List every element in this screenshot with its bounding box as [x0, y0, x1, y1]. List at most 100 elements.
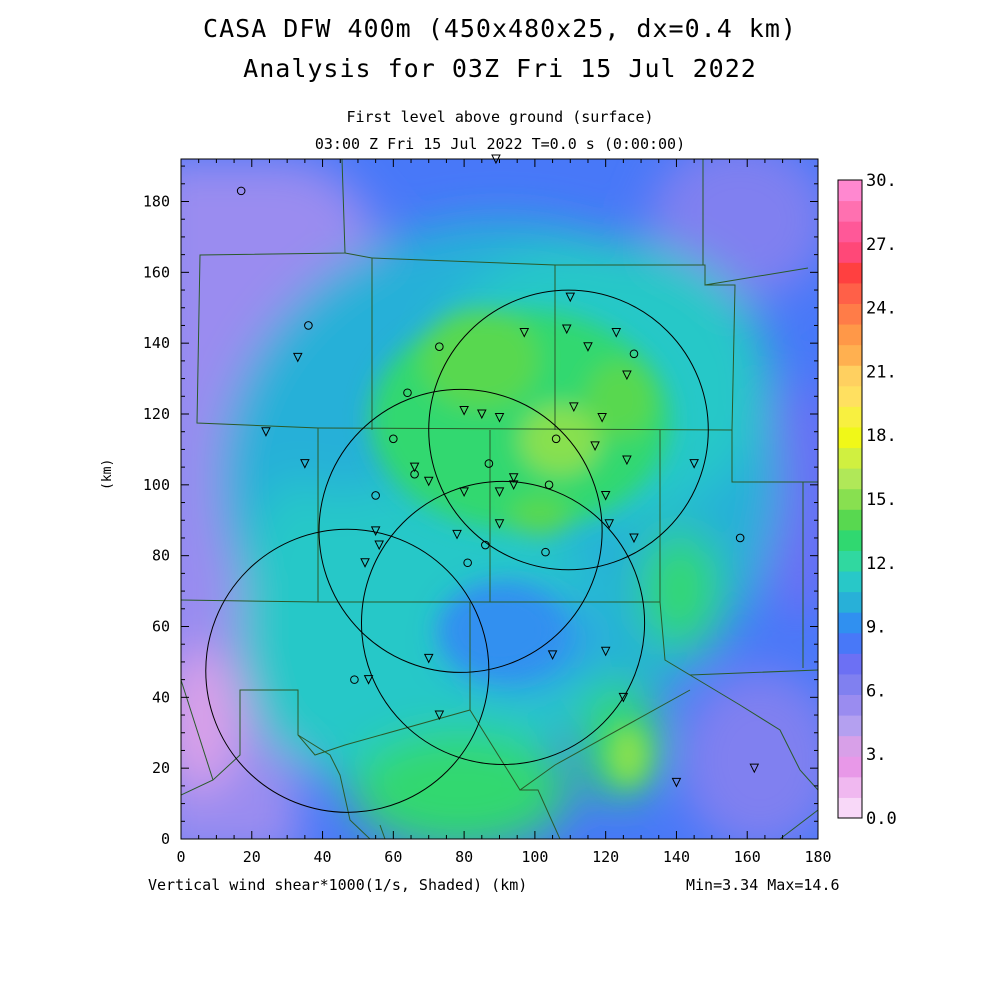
x-tick-label: 120 [592, 848, 619, 866]
station-triangle-icon [409, 462, 420, 473]
colorbar-label: 27. [866, 235, 897, 255]
radar-range-rings [205, 289, 709, 813]
colorbar-swatch [838, 591, 862, 613]
station-triangle-icon [476, 409, 487, 420]
x-tick-label: 140 [663, 848, 690, 866]
colorbar-swatch [838, 447, 862, 469]
x-tick-label: 180 [804, 848, 831, 866]
station-triangle-icon [508, 480, 519, 490]
colorbar-swatch [838, 282, 862, 304]
station-circle-icon [463, 558, 472, 568]
station-triangle-icon [423, 476, 434, 487]
station-triangle-icon [494, 487, 505, 498]
colorbar-swatch [838, 344, 862, 366]
station-circle-icon [484, 459, 494, 468]
station-triangle-icon [561, 324, 572, 335]
colorbar-label: 15. [866, 490, 897, 510]
colorbar-label: 21. [866, 362, 897, 382]
station-triangle-icon [622, 455, 632, 466]
station-triangle-icon [622, 370, 632, 381]
county-boundaries [181, 159, 818, 839]
station-circle-icon [350, 675, 359, 684]
station-triangle-icon [360, 558, 370, 568]
colorbar-swatch [838, 262, 862, 284]
colorbar-label: 18. [866, 426, 897, 446]
chart-title: CASA DFW 400m (450x480x25, dx=0.4 km) [203, 14, 797, 43]
radar-ring-4 [205, 528, 490, 813]
y-tick-label: 40 [152, 688, 170, 706]
station-triangle-icon [494, 519, 505, 529]
colorbar-swatch [838, 776, 862, 798]
radar-ring-3 [360, 480, 646, 766]
colorbar-swatch [838, 571, 862, 593]
station-triangle-icon [618, 692, 629, 703]
colorbar-swatch [838, 406, 862, 428]
station-triangle-icon [459, 405, 469, 416]
x-tick-label: 80 [455, 848, 473, 866]
x-tick-label: 40 [314, 848, 332, 866]
station-triangle-icon [569, 402, 579, 413]
y-tick-label: 100 [143, 476, 170, 494]
y-tick-label: 140 [143, 334, 170, 352]
station-triangle-icon [494, 413, 505, 423]
y-tick-label: 120 [143, 405, 170, 423]
station-triangle-icon [459, 487, 469, 498]
station-circle-icon [544, 480, 554, 490]
colorbar-swatch [838, 653, 862, 675]
station-circle-icon [629, 349, 639, 359]
colorbar-swatch [838, 509, 862, 531]
colorbar-label: 12. [866, 554, 897, 574]
y-tick-label: 180 [143, 193, 170, 211]
colorbar-swatch [838, 694, 862, 716]
x-tick-label: 20 [243, 848, 261, 866]
station-circle-icon [236, 186, 246, 196]
axes: 0 20 40 60 80 100 120 140 160 180 0 20 40 60 80 100 120 1… [143, 159, 832, 866]
colorbar-label: 6. [866, 681, 886, 701]
shear-field [181, 159, 818, 839]
colorbar-swatch [838, 797, 862, 819]
colorbar-swatch [838, 385, 862, 407]
colorbar-label: 30. [866, 171, 897, 191]
station-triangle-icon [671, 777, 682, 788]
station-circle-icon [435, 342, 444, 352]
station-triangle-icon [689, 459, 699, 469]
colorbar-swatch [838, 612, 862, 634]
colorbar: 0.0 3. 6. 9. 12. 15. 18. 21. 24. 27. 30. [837, 171, 897, 829]
station-circle-icon [551, 434, 561, 444]
colorbar-swatch [838, 488, 862, 510]
colorbar-label: 0.0 [866, 809, 897, 829]
field-label: Vertical wind shear*1000(1/s, Shaded) (k… [148, 876, 528, 894]
station-triangle-icon [452, 529, 462, 540]
station-circle-icon [304, 321, 313, 330]
chart-title-line2: Analysis for 03Z Fri 15 Jul 2022 [243, 54, 757, 83]
station-triangle-icon [363, 675, 374, 685]
station-triangle-icon [292, 352, 303, 363]
station-triangle-icon [565, 292, 576, 303]
station-markers [236, 154, 760, 788]
x-tick-label: 60 [384, 848, 402, 866]
x-tick-label: 0 [176, 848, 185, 866]
station-triangle-icon [547, 650, 558, 660]
colorbar-frame [837, 179, 863, 819]
station-circle-icon [389, 434, 398, 444]
station-triangle-icon [597, 413, 607, 423]
station-triangle-icon [600, 490, 611, 501]
station-triangle-icon [629, 533, 639, 544]
radar-ring-1 [428, 289, 709, 571]
colorbar-label: 9. [866, 618, 886, 638]
colorbar-swatch [838, 200, 862, 222]
station-triangle-icon [300, 459, 310, 469]
station-circle-icon [541, 547, 550, 557]
min-max-readout: Min=3.34 Max=14.6 [686, 876, 840, 894]
y-tick-label: 60 [152, 618, 170, 636]
level-subtitle: First level above ground (surface) [346, 108, 654, 126]
y-tick-label: 160 [143, 263, 170, 281]
colorbar-label: 3. [866, 745, 886, 765]
station-triangle-icon [583, 342, 593, 352]
y-tick-label: 0 [161, 830, 170, 848]
colorbar-swatch [838, 529, 862, 551]
station-circle-icon [410, 469, 419, 479]
y-tick-label: 20 [152, 759, 170, 777]
station-triangle-icon [519, 328, 530, 338]
